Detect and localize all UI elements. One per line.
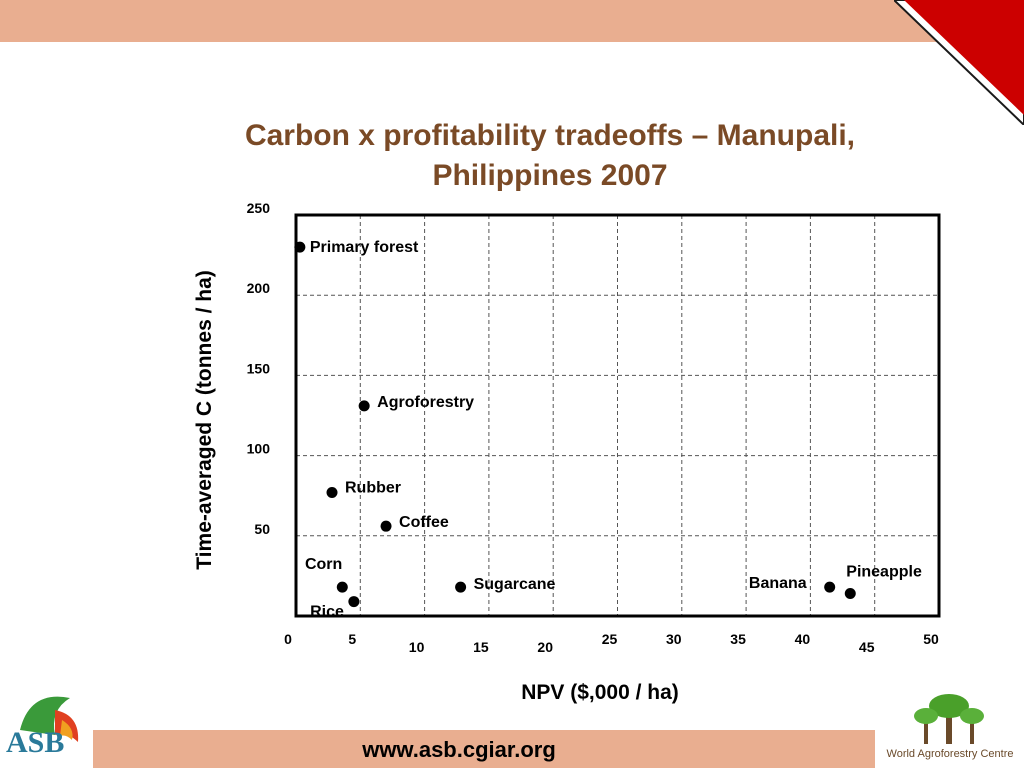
point-rice (348, 596, 360, 608)
point-sugarcane (455, 581, 467, 593)
x-tick-label: 40 (795, 631, 811, 647)
x-tick-label: 20 (537, 639, 553, 655)
asb-logo-text: ASB (6, 726, 64, 759)
y-tick-label: 50 (254, 521, 270, 537)
x-tick-label: 35 (730, 631, 746, 647)
x-axis-label: NPV ($,000 / ha) (521, 681, 679, 704)
bottom-band (93, 730, 875, 768)
point-label: Sugarcane (474, 576, 556, 593)
point-label: Agroforestry (377, 394, 474, 411)
point-agroforestry (358, 400, 370, 412)
grid-lines (296, 215, 939, 616)
point-pineapple (844, 588, 856, 600)
y-tick-label: 200 (247, 280, 271, 296)
point-label: Rubber (345, 479, 401, 496)
x-tick-label: 5 (348, 631, 356, 647)
point-label: Rice (310, 604, 344, 621)
point-label: Coffee (399, 514, 449, 531)
point-coffee (380, 520, 392, 532)
point-banana (824, 581, 836, 593)
top-band (0, 0, 1024, 42)
plot-frame (294, 213, 941, 618)
point-label: Primary forest (310, 239, 419, 256)
point-label: Corn (305, 556, 342, 573)
y-tick-label: 250 (247, 200, 271, 216)
x-tick-label: 0 (284, 631, 292, 647)
point-primary-forest (294, 241, 306, 253)
y-tick-label: 100 (247, 441, 271, 457)
tick-labels: 0 5 10 15 20 25 30 35 40 45 50 50 100 150 200 250 (247, 200, 939, 655)
point-label: Pineapple (846, 564, 922, 581)
x-tick-label: 45 (859, 639, 875, 655)
wac-logo (876, 690, 1024, 768)
tree-icon (914, 694, 984, 744)
corner-decoration (894, 0, 1024, 125)
y-tick-label: 150 (247, 360, 271, 376)
x-tick-label: 15 (473, 639, 489, 655)
x-tick-label: 30 (666, 631, 682, 647)
x-tick-label: 10 (409, 639, 425, 655)
data-points: Primary forest Agroforestry Rubber Coffee Co… (294, 239, 922, 621)
point-rubber (326, 486, 338, 498)
slide-title: Carbon x profitability tradeoffs – Manup… (150, 116, 950, 196)
slide-title-line2: Philippines 2007 (432, 159, 668, 192)
slide-title-line1: Carbon x profitability tradeoffs – Manup… (244, 119, 856, 152)
x-tick-label: 25 (602, 631, 618, 647)
y-axis-label: Time-averaged C (tonnes / ha) (193, 270, 216, 570)
asb-logo: ASB (6, 696, 79, 759)
point-corn (336, 581, 348, 593)
wac-logo-text: World Agroforestry Centre (886, 748, 1014, 760)
footer-url[interactable]: www.asb.cgiar.org (362, 737, 556, 762)
point-label: Banana (749, 575, 807, 592)
x-tick-label: 50 (923, 631, 939, 647)
